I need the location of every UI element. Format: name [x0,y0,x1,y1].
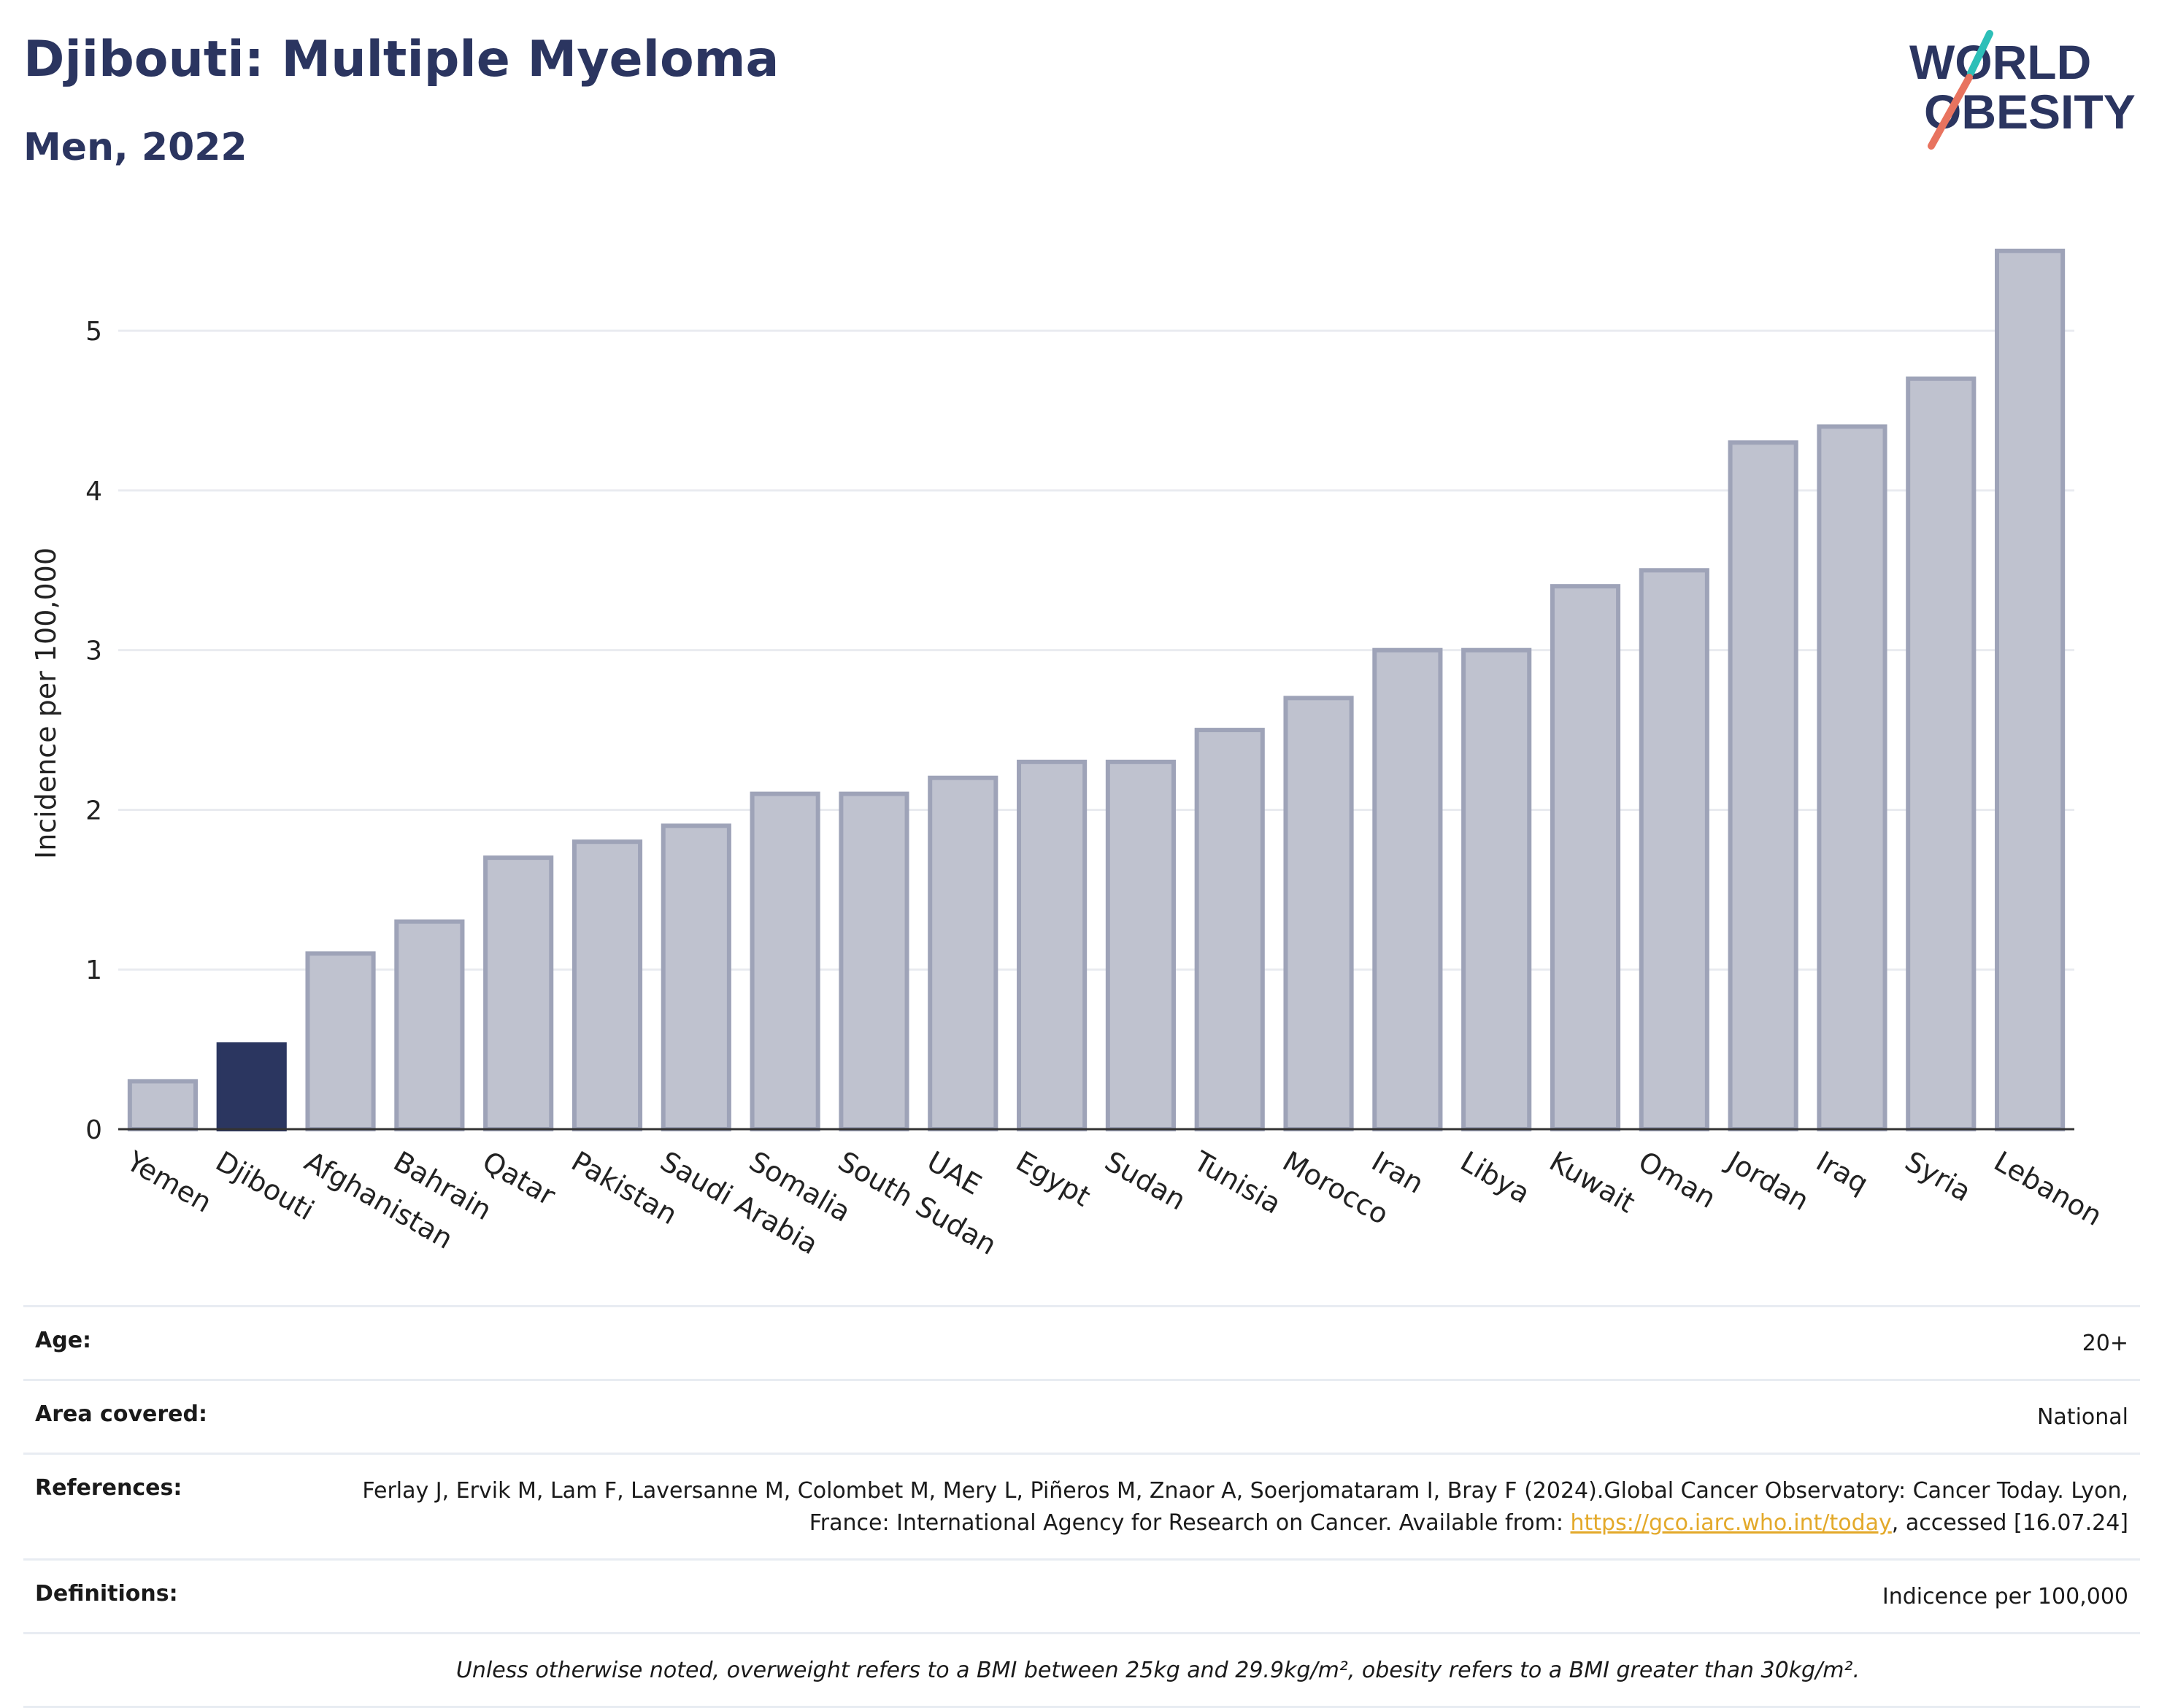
bar-highlighted [216,1042,287,1132]
page-title: Djibouti: Multiple Myeloma [23,31,780,88]
x-tick-label: Iraq [1811,1145,1874,1200]
info-table: Age: 20+ Area covered: National Referenc… [23,1305,2140,1708]
page-subtitle: Men, 2022 [23,126,247,169]
info-row-references: References: Ferlay J, Ervik M, Lam F, La… [23,1453,2140,1558]
x-tick-label: Yemen [121,1145,218,1219]
bar [750,791,820,1132]
y-tick-label: 4 [85,477,102,507]
references-link[interactable]: https://gco.iarc.who.int/today [1570,1510,1892,1536]
info-row-area: Area covered: National [23,1379,2140,1453]
bar [839,791,909,1132]
bar [1194,728,1265,1131]
x-tick-label: Afghanistan [299,1145,458,1255]
bar [661,823,731,1132]
x-tick-label: Egypt [1011,1145,1096,1213]
bar [305,951,376,1131]
x-tick-label: Libya [1455,1145,1536,1210]
y-tick-label: 3 [85,636,102,666]
bar [928,775,998,1132]
references-value: Ferlay J, Ervik M, Lam F, Laversanne M, … [304,1475,2128,1539]
x-tick-label: Jordan [1720,1145,1814,1217]
bar [1372,647,1443,1131]
area-label: Area covered: [35,1401,207,1427]
references-text: Ferlay J, Ervik M, Lam F, Laversanne M, … [362,1478,2128,1536]
references-label: References: [35,1475,182,1501]
bar [1728,440,1798,1131]
definitions-label: Definitions: [35,1581,178,1607]
y-tick-label: 2 [85,796,102,826]
y-tick-label: 0 [85,1115,102,1145]
bar [1817,424,1887,1131]
bar [572,839,643,1132]
bar [1639,568,1709,1131]
x-tick-label: Iran [1366,1145,1429,1200]
definitions-value: Indicence per 100,000 [1882,1584,2128,1609]
bar [1906,376,1977,1131]
area-value: National [2036,1404,2128,1430]
x-tick-label: South Sudan [833,1145,1002,1261]
bar [1550,584,1621,1131]
bar [483,855,554,1132]
bar [1283,696,1354,1131]
x-tick-label: Lebanon [1989,1145,2108,1232]
x-tick-label: Syria [1900,1145,1977,1208]
y-tick-labels: 0 1 2 3 4 5 [85,317,102,1145]
x-tick-label: Djibouti [210,1145,320,1227]
age-label: Age: [35,1328,92,1353]
info-row-note: Unless otherwise noted, overweight refer… [23,1632,2140,1708]
x-tick-label: Sudan [1099,1145,1191,1217]
bars [127,248,2066,1132]
age-value: 20+ [2082,1331,2128,1356]
bmi-note: Unless otherwise noted, overweight refer… [455,1658,1860,1683]
y-tick-label: 5 [85,317,102,347]
x-tick-label: Kuwait [1544,1145,1641,1220]
bar [1105,759,1176,1132]
bar [1995,248,2066,1131]
bar-chart: 0 1 2 3 4 5 YemenDjiboutiAfghanistanBahrainQa… [30,248,2108,1261]
references-accessed: , accessed [16.07.24] [1891,1510,2128,1536]
bar [394,919,465,1131]
info-row-definitions: Definitions: Indicence per 100,000 [23,1558,2140,1632]
x-tick-label: Oman [1633,1145,1721,1215]
x-tick-label: Tunisia [1188,1145,1286,1220]
world-obesity-logo: WORLD OBESITY [1909,30,2136,150]
bar [1017,759,1088,1132]
logo-line1: WORLD [1909,35,2091,89]
y-tick-label: 1 [85,955,102,985]
info-row-age: Age: 20+ [23,1305,2140,1379]
bar [1461,647,1532,1131]
bar [127,1079,198,1131]
y-axis-label: Incidence per 100,000 [30,547,62,859]
